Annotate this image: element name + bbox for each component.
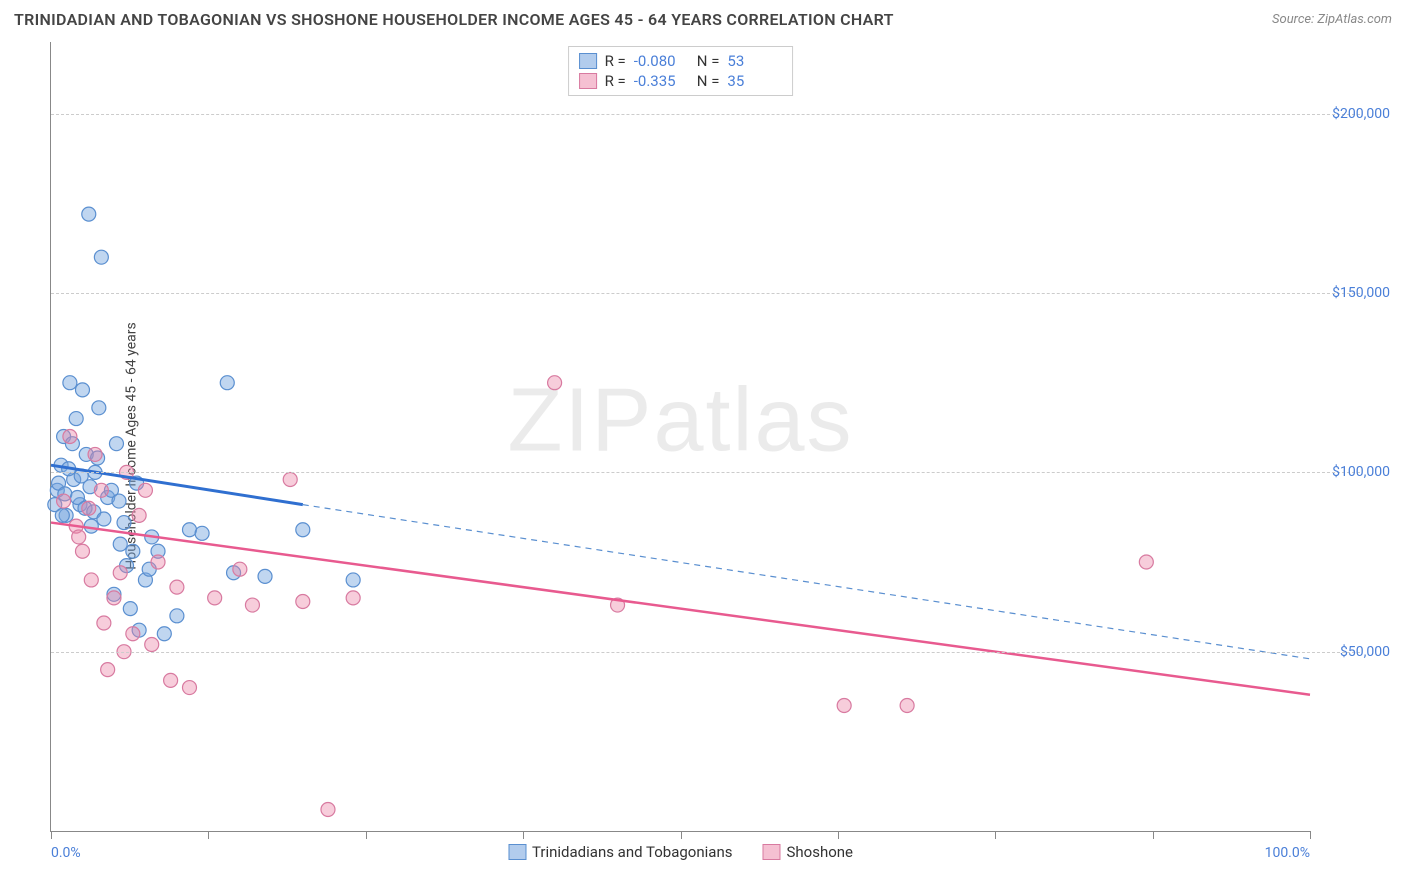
data-point	[182, 523, 196, 537]
data-point	[107, 591, 121, 605]
y-tick-label: $200,000	[1320, 106, 1390, 122]
data-point	[97, 616, 111, 630]
y-tick-label: $100,000	[1320, 464, 1390, 480]
data-point	[69, 412, 83, 426]
data-point	[258, 569, 272, 583]
chart-svg	[51, 42, 1310, 831]
data-point	[245, 598, 259, 612]
data-point	[145, 638, 159, 652]
data-point	[82, 501, 96, 515]
legend-label-series1: Trinidadians and Tobagonians	[532, 843, 732, 861]
x-tick	[1153, 831, 1154, 839]
data-point	[117, 516, 131, 530]
x-tick-label: 0.0%	[51, 845, 81, 861]
data-point	[138, 483, 152, 497]
data-point	[900, 698, 914, 712]
data-point	[283, 473, 297, 487]
regression-line	[51, 523, 1310, 695]
data-point	[94, 250, 108, 264]
gridline	[51, 114, 1360, 115]
data-point	[157, 627, 171, 641]
bottom-legend: Trinidadians and Tobagonians Shoshone	[508, 843, 853, 861]
legend-item-series2: Shoshone	[762, 843, 853, 861]
data-point	[170, 580, 184, 594]
data-point	[346, 591, 360, 605]
data-point	[101, 663, 115, 677]
data-point	[296, 594, 310, 608]
gridline	[51, 472, 1360, 473]
data-point	[346, 573, 360, 587]
swatch-blue-icon	[508, 844, 526, 860]
legend-item-series1: Trinidadians and Tobagonians	[508, 843, 732, 861]
data-point	[182, 681, 196, 695]
data-point	[220, 376, 234, 390]
data-point	[132, 508, 146, 522]
data-point	[321, 802, 335, 816]
y-tick-label: $50,000	[1320, 644, 1390, 660]
x-tick	[995, 831, 996, 839]
data-point	[112, 494, 126, 508]
data-point	[57, 494, 71, 508]
data-point	[164, 673, 178, 687]
data-point	[195, 526, 209, 540]
data-point	[170, 609, 184, 623]
data-point	[126, 627, 140, 641]
data-point	[75, 383, 89, 397]
swatch-pink-icon	[762, 844, 780, 860]
title-bar: TRINIDADIAN AND TOBAGONIAN VS SHOSHONE H…	[14, 10, 1392, 29]
data-point	[109, 437, 123, 451]
data-point	[63, 376, 77, 390]
data-point	[94, 483, 108, 497]
x-tick-label: 100.0%	[1265, 845, 1310, 861]
data-point	[72, 530, 86, 544]
x-tick	[366, 831, 367, 839]
gridline	[51, 293, 1360, 294]
x-tick	[681, 831, 682, 839]
regression-line-extrapolated	[303, 505, 1310, 659]
data-point	[88, 447, 102, 461]
data-point	[233, 562, 247, 576]
data-point	[151, 555, 165, 569]
data-point	[84, 573, 98, 587]
data-point	[837, 698, 851, 712]
legend-label-series2: Shoshone	[786, 843, 853, 861]
data-point	[208, 591, 222, 605]
y-tick-label: $150,000	[1320, 285, 1390, 301]
data-point	[123, 602, 137, 616]
x-tick	[838, 831, 839, 839]
data-point	[55, 508, 69, 522]
gridline	[51, 652, 1360, 653]
x-tick	[1310, 831, 1311, 839]
data-point	[1139, 555, 1153, 569]
data-point	[75, 544, 89, 558]
plot-area: ZIPatlas R = -0.080 N = 53 R = -0.335 N …	[50, 42, 1310, 832]
data-point	[113, 566, 127, 580]
data-point	[126, 544, 140, 558]
chart-title: TRINIDADIAN AND TOBAGONIAN VS SHOSHONE H…	[14, 10, 894, 29]
data-point	[296, 523, 310, 537]
data-point	[113, 537, 127, 551]
data-point	[82, 207, 96, 221]
data-point	[63, 430, 77, 444]
x-tick	[51, 831, 52, 839]
data-point	[92, 401, 106, 415]
x-tick	[523, 831, 524, 839]
source-attribution: Source: ZipAtlas.com	[1272, 12, 1392, 27]
data-point	[548, 376, 562, 390]
x-tick	[208, 831, 209, 839]
data-point	[97, 512, 111, 526]
